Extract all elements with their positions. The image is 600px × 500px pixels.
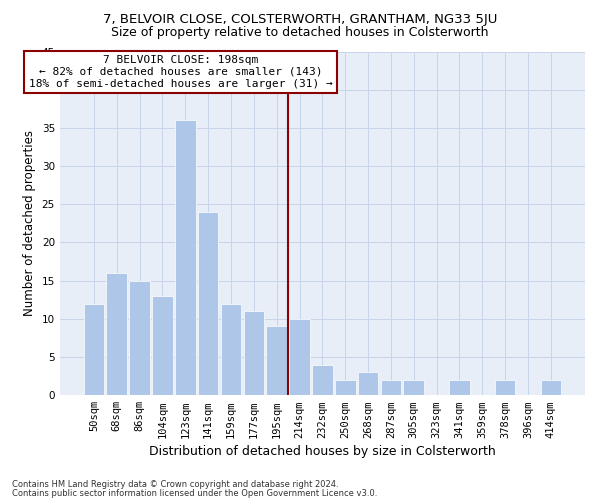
Bar [358, 372, 379, 395]
Bar [221, 304, 241, 395]
Bar [335, 380, 356, 395]
Bar [198, 212, 218, 395]
Bar [541, 380, 561, 395]
Text: 7, BELVOIR CLOSE, COLSTERWORTH, GRANTHAM, NG33 5JU: 7, BELVOIR CLOSE, COLSTERWORTH, GRANTHAM… [103, 12, 497, 26]
Text: 7 BELVOIR CLOSE: 198sqm
← 82% of detached houses are smaller (143)
18% of semi-d: 7 BELVOIR CLOSE: 198sqm ← 82% of detache… [29, 56, 332, 88]
Bar [289, 319, 310, 395]
X-axis label: Distribution of detached houses by size in Colsterworth: Distribution of detached houses by size … [149, 444, 496, 458]
Bar [449, 380, 470, 395]
Bar [244, 311, 264, 395]
Bar [380, 380, 401, 395]
Bar [175, 120, 196, 395]
Bar [312, 364, 332, 395]
Text: Size of property relative to detached houses in Colsterworth: Size of property relative to detached ho… [111, 26, 489, 39]
Bar [152, 296, 173, 395]
Bar [403, 380, 424, 395]
Bar [106, 273, 127, 395]
Bar [83, 304, 104, 395]
Bar [495, 380, 515, 395]
Bar [130, 280, 150, 395]
Text: Contains public sector information licensed under the Open Government Licence v3: Contains public sector information licen… [12, 488, 377, 498]
Bar [266, 326, 287, 395]
Y-axis label: Number of detached properties: Number of detached properties [23, 130, 36, 316]
Text: Contains HM Land Registry data © Crown copyright and database right 2024.: Contains HM Land Registry data © Crown c… [12, 480, 338, 489]
